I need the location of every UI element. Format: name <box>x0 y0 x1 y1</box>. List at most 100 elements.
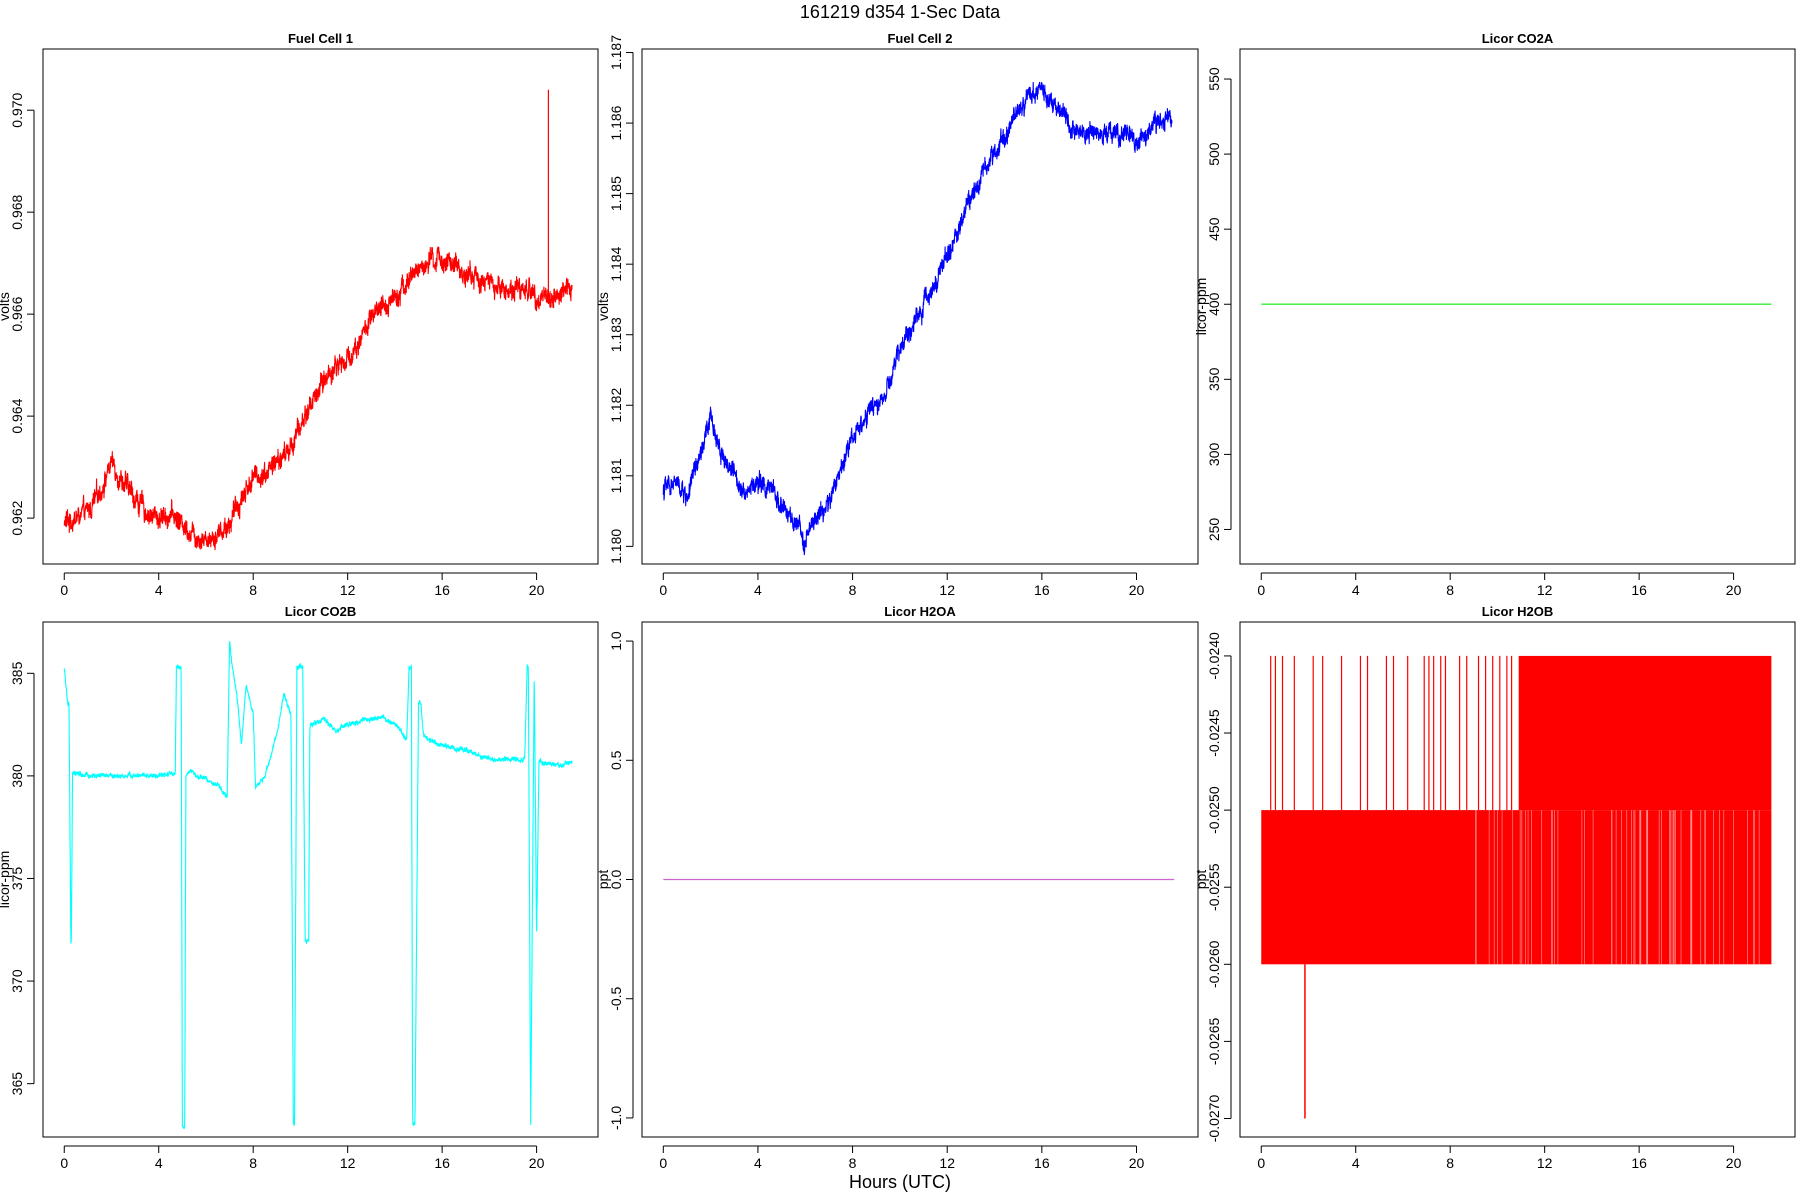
plot-frame <box>641 48 1199 565</box>
x-tick-label: 16 <box>1034 582 1050 598</box>
y-tick-label: -0.0270 <box>1206 1095 1222 1143</box>
x-tick-label: 8 <box>249 1155 257 1171</box>
panel-title: Licor CO2A <box>1482 31 1554 46</box>
x-tick-label: 4 <box>1352 1155 1360 1171</box>
y-axis-label: volts <box>595 292 611 321</box>
y-tick-label: -0.0240 <box>1206 632 1222 680</box>
x-tick-label: 12 <box>340 582 356 598</box>
x-tick-label: 8 <box>849 1155 857 1171</box>
x-tick-label: 16 <box>434 582 450 598</box>
x-tick-label: 0 <box>1257 1155 1265 1171</box>
plot-frame <box>42 48 599 565</box>
panel-grid: Fuel Cell 1 0 4 8 12 16 20 0.962 0.964 0.966 0.968… <box>0 31 1796 1171</box>
plot-frame <box>641 621 1199 1138</box>
data-layer <box>63 640 573 1129</box>
x-tick-label: 8 <box>1446 582 1454 598</box>
data-layer <box>63 89 573 551</box>
y-tick-label: -0.5 <box>608 986 624 1010</box>
y-tick-label: 250 <box>1206 518 1222 542</box>
y-tick-label: 0.968 <box>9 194 25 229</box>
panel-title: Licor H2OA <box>884 604 956 619</box>
y-axis-label: ppt <box>595 870 611 890</box>
x-tick-label: 4 <box>754 1155 762 1171</box>
data-layer <box>1261 655 1772 1119</box>
x-tick-label: 16 <box>1631 582 1647 598</box>
panel-6: Licor H2OB 0 4 8 12 16 20 -0.0270 -0.0265 -0.0260… <box>1193 604 1796 1171</box>
x-tick-label: 0 <box>659 1155 667 1171</box>
y-tick-label: 385 <box>9 661 25 685</box>
y-tick-label: 400 <box>1206 292 1222 316</box>
panel-3: Licor CO2A 0 4 8 12 16 20 250 300 350 400 450 500 550… <box>1193 31 1796 598</box>
plot-frame <box>42 621 599 1138</box>
panel-title: Licor CO2B <box>285 604 357 619</box>
y-tick-label: 1.183 <box>608 317 624 352</box>
y-tick-label: 450 <box>1206 217 1222 241</box>
x-tick-label: 20 <box>1129 582 1145 598</box>
plot-frame <box>1239 621 1796 1138</box>
x-tick-label: 20 <box>1129 1155 1145 1171</box>
y-tick-label: -0.0245 <box>1206 709 1222 757</box>
series-line <box>63 640 573 1129</box>
panel-title: Licor H2OB <box>1482 604 1554 619</box>
series-band-upper <box>1518 655 1772 811</box>
y-tick-label: 370 <box>9 969 25 993</box>
panel-4: Licor CO2B 0 4 8 12 16 20 365 370 375 380 385 licor-… <box>0 604 599 1171</box>
series-band <box>1261 810 1772 965</box>
y-tick-label: 1.185 <box>608 176 624 211</box>
x-axis-label: Hours (UTC) <box>849 1172 951 1192</box>
x-tick-label: 12 <box>939 582 955 598</box>
figure-title: 161219 d354 1-Sec Data <box>800 2 1001 22</box>
y-tick-label: 0.962 <box>9 500 25 535</box>
x-tick-label: 12 <box>340 1155 356 1171</box>
x-tick-label: 4 <box>1352 582 1360 598</box>
panel-title: Fuel Cell 2 <box>887 31 952 46</box>
x-tick-label: 12 <box>1537 1155 1553 1171</box>
y-axis-label: licor-ppm <box>1193 278 1209 336</box>
y-tick-label: -0.0260 <box>1206 940 1222 988</box>
y-tick-label: 375 <box>9 867 25 891</box>
data-layer <box>662 81 1173 556</box>
x-tick-label: 20 <box>529 582 545 598</box>
panel-title: Fuel Cell 1 <box>288 31 353 46</box>
x-tick-label: 16 <box>434 1155 450 1171</box>
series-line <box>662 81 1173 556</box>
x-tick-label: 0 <box>60 1155 68 1171</box>
y-tick-label: 1.186 <box>608 105 624 140</box>
y-tick-label: -0.0265 <box>1206 1017 1222 1065</box>
x-tick-label: 0 <box>60 582 68 598</box>
y-axis-label: licor-ppm <box>0 851 12 909</box>
y-tick-label: -0.0255 <box>1206 863 1222 911</box>
x-tick-label: 0 <box>659 582 667 598</box>
panel-2: Fuel Cell 2 0 4 8 12 16 20 1.180 1.181 1.182 1.183… <box>595 31 1199 598</box>
y-tick-label: 500 <box>1206 142 1222 166</box>
y-tick-label: 1.182 <box>608 388 624 423</box>
x-tick-label: 4 <box>155 582 163 598</box>
y-axis-label: volts <box>0 292 12 321</box>
x-tick-label: 12 <box>939 1155 955 1171</box>
y-tick-label: 0.0 <box>608 870 624 890</box>
panel-1: Fuel Cell 1 0 4 8 12 16 20 0.962 0.964 0.966 0.968… <box>0 31 599 598</box>
x-tick-label: 20 <box>1726 582 1742 598</box>
x-tick-label: 0 <box>1257 582 1265 598</box>
y-tick-label: -0.0250 <box>1206 786 1222 834</box>
x-tick-label: 12 <box>1537 582 1553 598</box>
x-tick-label: 8 <box>849 582 857 598</box>
x-tick-label: 16 <box>1034 1155 1050 1171</box>
y-tick-label: 0.964 <box>9 398 25 433</box>
y-tick-label: 0.970 <box>9 92 25 127</box>
y-axis-label: ppt <box>1193 870 1209 890</box>
x-tick-label: 16 <box>1631 1155 1647 1171</box>
y-tick-label: 0.966 <box>9 296 25 331</box>
y-tick-label: 550 <box>1206 67 1222 91</box>
y-tick-label: 365 <box>9 1072 25 1096</box>
y-tick-label: 380 <box>9 764 25 788</box>
y-tick-label: 0.5 <box>608 750 624 770</box>
y-tick-label: 1.181 <box>608 458 624 493</box>
x-tick-label: 4 <box>754 582 762 598</box>
y-tick-label: 1.184 <box>608 246 624 281</box>
y-tick-label: 300 <box>1206 443 1222 467</box>
y-tick-label: -1.0 <box>608 1106 624 1130</box>
x-tick-label: 20 <box>529 1155 545 1171</box>
y-tick-label: 350 <box>1206 367 1222 391</box>
